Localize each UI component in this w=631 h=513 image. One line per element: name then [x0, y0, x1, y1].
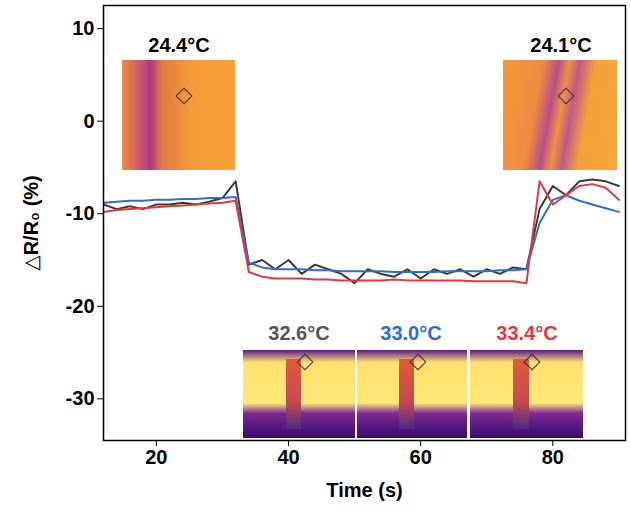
svg-text:△R/R₀ (%): △R/R₀ (%)	[20, 175, 42, 271]
svg-text:Time (s): Time (s)	[326, 479, 402, 501]
svg-text:-10: -10	[66, 202, 95, 224]
html-text:32.6°C: 32.6°C	[268, 322, 330, 344]
svg-text:60: 60	[410, 446, 432, 468]
svg-text:80: 80	[542, 446, 564, 468]
html-text:33.4°C: 33.4°C	[496, 322, 558, 344]
html-text:33.0°C: 33.0°C	[380, 322, 442, 344]
html-text:24.1°C: 24.1°C	[530, 34, 592, 56]
svg-text:-30: -30	[66, 387, 95, 409]
svg-text:-20: -20	[66, 295, 95, 317]
svg-text:20: 20	[145, 446, 167, 468]
svg-text:40: 40	[277, 446, 299, 468]
html-text:24.4°C: 24.4°C	[148, 34, 210, 56]
svg-text:10: 10	[72, 17, 94, 39]
svg-text:0: 0	[83, 110, 94, 132]
